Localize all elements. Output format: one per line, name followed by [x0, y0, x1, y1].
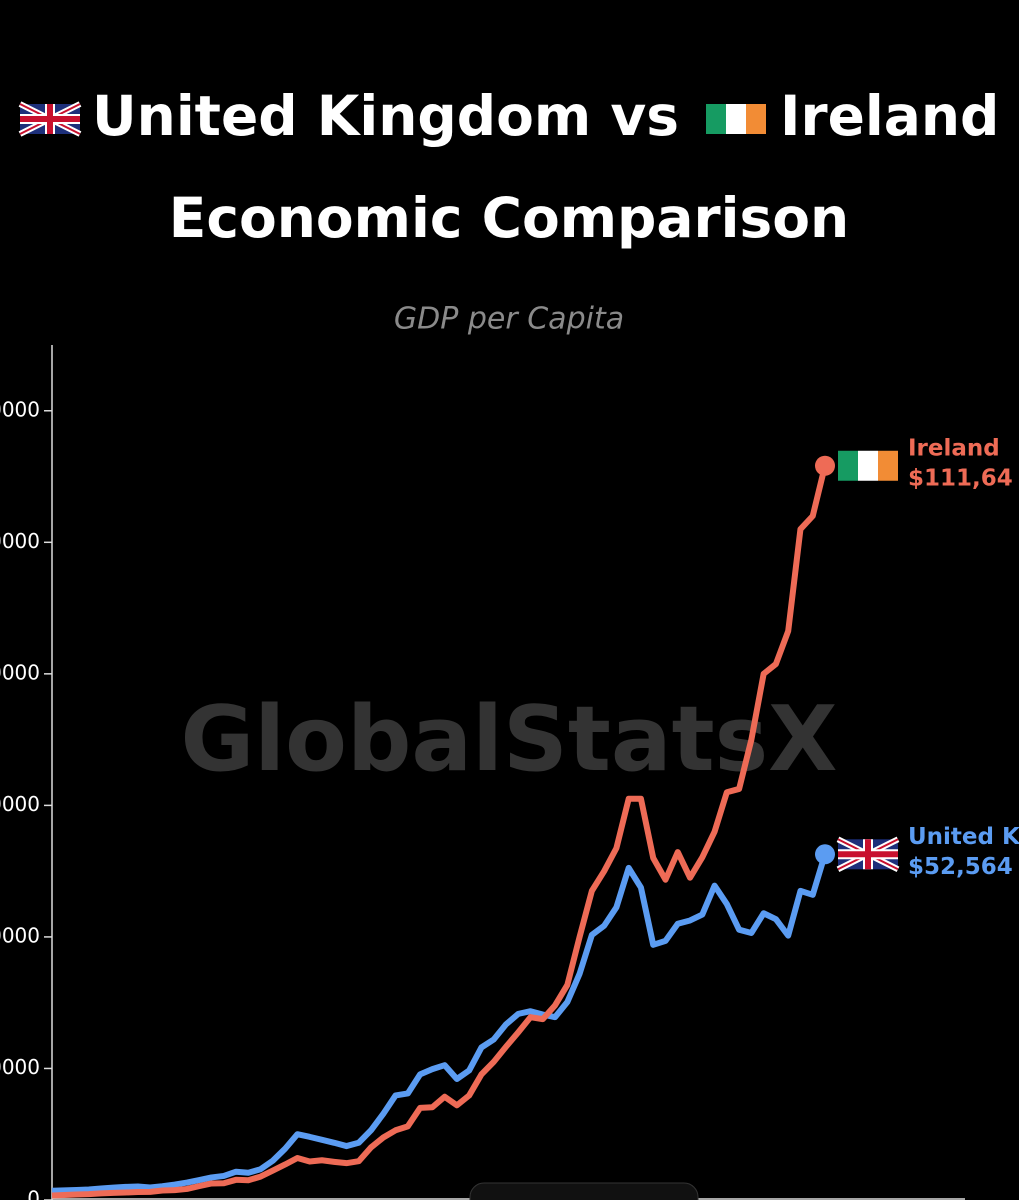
title: Economic Comparison [169, 186, 849, 250]
title: Ireland [780, 84, 999, 148]
y-tick-label: 40000 [0, 923, 40, 947]
flag-ie [706, 104, 766, 134]
y-tick-label: 100000 [0, 529, 40, 553]
line [51, 465, 828, 1199]
y-tick-label: 120000 [0, 397, 40, 421]
legend-label: Ireland [908, 435, 1000, 461]
subtitle: GDP per Capita [394, 302, 624, 337]
y-tick-label: 0 [27, 1187, 40, 1200]
y-tick-label: 60000 [0, 792, 40, 816]
watermark: GlobalStatsX [180, 687, 837, 792]
overlay-button [469, 1182, 699, 1200]
value-label: $52,564 [908, 854, 1013, 880]
y-tick-label: 80000 [0, 660, 40, 684]
line [51, 853, 828, 1194]
end-point [815, 455, 835, 476]
legend-label: United Kingdom [908, 824, 1019, 850]
end-point [815, 844, 835, 865]
flag [838, 450, 898, 481]
flag-uk [20, 104, 80, 134]
title: United Kingdom vs [92, 84, 679, 148]
y-tick-label: 20000 [0, 1055, 40, 1079]
flag [838, 839, 898, 869]
value-label: $111,64 [908, 465, 1013, 491]
